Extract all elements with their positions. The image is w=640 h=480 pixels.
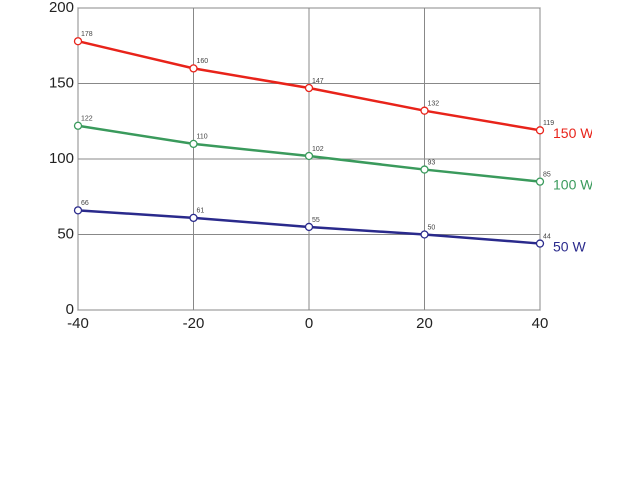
data-label: 132 (428, 101, 440, 108)
data-point (189, 139, 198, 149)
data-label: 102 (312, 146, 324, 153)
data-label: 85 (543, 171, 551, 178)
data-point (535, 177, 545, 186)
data-label: 55 (312, 217, 320, 224)
data-label: 50 (428, 224, 436, 231)
data-label: 119 (543, 120, 554, 127)
data-label: 61 (197, 208, 205, 215)
y-tick-label: 0 (66, 301, 74, 318)
data-label: 122 (81, 116, 93, 123)
data-label: 160 (197, 58, 209, 65)
data-point (189, 213, 198, 223)
legend-label: 150 W (553, 125, 594, 141)
data-point (420, 106, 429, 115)
x-tick-label: 40 (532, 315, 549, 332)
data-point (304, 83, 314, 93)
x-tick-label: 20 (416, 315, 433, 332)
data-point (535, 239, 545, 248)
data-label: 147 (312, 78, 324, 85)
data-point (73, 121, 83, 130)
data-point (304, 151, 314, 161)
data-label: 93 (428, 159, 436, 166)
data-label: 44 (543, 233, 551, 240)
data-point (189, 64, 198, 73)
legend-label: 50 W (553, 238, 586, 254)
y-tick-label: 150 (49, 74, 74, 91)
data-point (73, 37, 83, 46)
data-point (420, 230, 429, 239)
legend-label: 100 W (553, 176, 594, 192)
y-tick-label: 100 (49, 150, 74, 167)
x-tick-label: -20 (183, 315, 205, 332)
data-point (535, 126, 545, 135)
data-point (420, 165, 429, 174)
data-point (73, 206, 83, 215)
x-tick-label: -40 (67, 315, 89, 332)
data-point (304, 222, 314, 232)
data-label: 110 (197, 134, 208, 141)
data-label: 66 (81, 200, 89, 207)
data-label: 178 (81, 31, 93, 38)
y-tick-label: 200 (49, 0, 74, 16)
x-tick-label: 0 (305, 315, 313, 332)
y-tick-label: 50 (57, 225, 74, 242)
